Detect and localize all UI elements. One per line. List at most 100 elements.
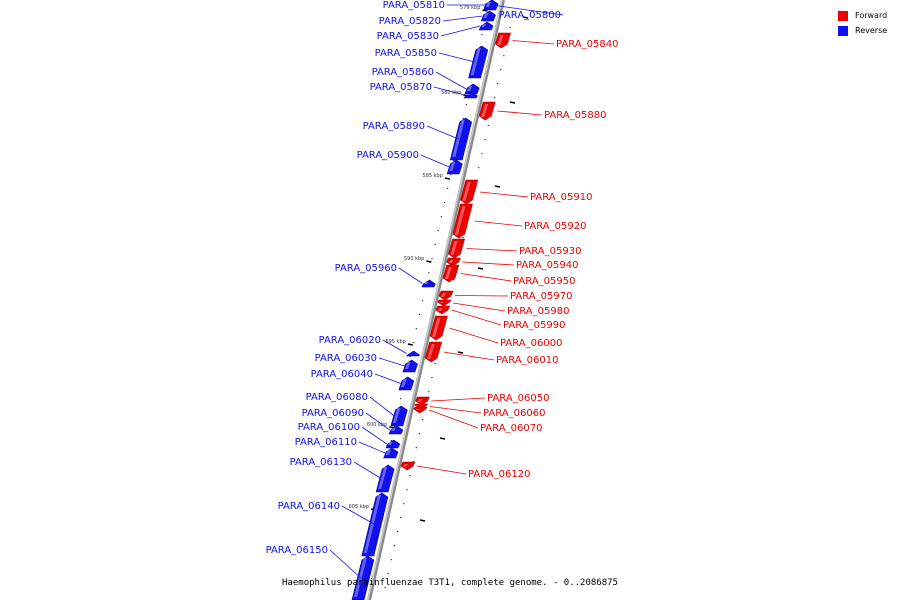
gene-label[interactable]: PARA_06120 xyxy=(468,469,530,480)
gene-para-05850[interactable]: PARA_05850 xyxy=(375,45,489,79)
gene-para-05860[interactable]: PARA_05860 xyxy=(372,67,480,95)
gene-label[interactable]: PARA_05890 xyxy=(363,121,425,132)
gene-label[interactable]: PARA_05840 xyxy=(556,39,618,50)
gene-block[interactable] xyxy=(429,315,448,341)
gene-label[interactable]: PARA_06100 xyxy=(298,422,360,433)
gene-block[interactable] xyxy=(413,406,428,414)
gene-block[interactable] xyxy=(438,290,454,301)
gene-block[interactable] xyxy=(468,45,489,79)
gene-para-06130[interactable]: PARA_06130 xyxy=(290,457,395,493)
gene-label[interactable]: PARA_06140 xyxy=(278,501,340,512)
gene-label[interactable]: PARA_05900 xyxy=(357,150,419,161)
gene-label[interactable]: PARA_06030 xyxy=(315,353,377,364)
gene-para-06010[interactable]: PARA_06010 xyxy=(424,341,558,366)
gene-label[interactable]: PARA_06010 xyxy=(496,355,558,366)
gene-block[interactable] xyxy=(446,257,461,267)
gene-block[interactable] xyxy=(452,203,473,239)
gene-block[interactable] xyxy=(480,10,496,22)
gene-block[interactable] xyxy=(398,376,415,391)
gene-block[interactable] xyxy=(478,101,496,121)
gene-para-05830[interactable]: PARA_05830 xyxy=(377,21,494,42)
gene-para-06090[interactable]: PARA_06090 xyxy=(302,408,404,435)
gene-para-05840[interactable]: PARA_05840 xyxy=(494,32,618,50)
gene-block[interactable] xyxy=(478,21,494,31)
gene-label[interactable]: PARA_05920 xyxy=(524,221,586,232)
gene-label[interactable]: PARA_06060 xyxy=(483,408,545,419)
gene-label[interactable]: PARA_06110 xyxy=(295,437,357,448)
gene-block[interactable] xyxy=(388,425,404,435)
gene-block[interactable] xyxy=(435,305,451,315)
gene-block[interactable] xyxy=(402,359,418,373)
gene-para-05890[interactable]: PARA_05890 xyxy=(363,117,472,161)
gene-para-06050[interactable]: PARA_06050 xyxy=(415,393,550,406)
gene-block[interactable] xyxy=(424,341,443,363)
minor-tick xyxy=(406,489,408,491)
gene-block[interactable] xyxy=(375,464,395,493)
gene-para-05940[interactable]: PARA_05940 xyxy=(446,257,579,271)
gene-para-05990[interactable]: PARA_05990 xyxy=(435,305,566,331)
gene-para-05930[interactable]: PARA_05930 xyxy=(448,238,581,259)
minor-tick xyxy=(387,573,389,575)
gene-para-05980[interactable]: PARA_05980 xyxy=(437,299,570,317)
gene-label[interactable]: PARA_05980 xyxy=(507,306,569,317)
gene-para-05820[interactable]: PARA_05820 xyxy=(379,10,496,27)
gene-para-05810[interactable]: PARA_05810 xyxy=(383,0,499,11)
gene-label[interactable]: PARA_05940 xyxy=(516,260,578,271)
gene-label[interactable]: PARA_06020 xyxy=(319,335,381,346)
gene-block[interactable] xyxy=(415,396,430,406)
gene-para-05960[interactable]: PARA_05960 xyxy=(335,263,436,288)
gene-para-06080[interactable]: PARA_06080 xyxy=(306,392,408,427)
gene-block[interactable] xyxy=(400,461,416,471)
gene-label[interactable]: PARA_06090 xyxy=(302,408,364,419)
gene-para-06020[interactable]: PARA_06020 xyxy=(319,335,421,357)
gene-para-05970[interactable]: PARA_05970 xyxy=(438,290,572,302)
gene-para-05900[interactable]: PARA_05900 xyxy=(357,150,463,175)
gene-block[interactable] xyxy=(421,279,436,288)
gene-label[interactable]: PARA_06150 xyxy=(266,545,328,556)
gene-label[interactable]: PARA_06130 xyxy=(290,457,352,468)
gene-block[interactable] xyxy=(385,439,401,449)
gene-label[interactable]: PARA_05990 xyxy=(503,320,565,331)
gene-label[interactable]: PARA_05930 xyxy=(519,246,581,257)
gene-block[interactable] xyxy=(442,264,460,283)
gene-label[interactable]: PARA_05910 xyxy=(530,192,592,203)
gene-block[interactable] xyxy=(448,238,466,259)
gene-block[interactable] xyxy=(483,0,499,11)
gene-label[interactable]: PARA_05820 xyxy=(379,16,441,27)
gene-label[interactable]: PARA_05960 xyxy=(335,263,397,274)
gene-label[interactable]: PARA_05860 xyxy=(372,67,434,78)
gene-block[interactable] xyxy=(437,299,452,307)
gene-label[interactable]: PARA_05830 xyxy=(377,31,439,42)
gene-label[interactable]: PARA_06070 xyxy=(480,423,542,434)
gene-para-05870[interactable]: PARA_05870 xyxy=(370,82,478,99)
gene-block[interactable] xyxy=(460,179,479,205)
gene-para-05950[interactable]: PARA_05950 xyxy=(442,264,575,287)
gene-para-06030[interactable]: PARA_06030 xyxy=(315,353,418,373)
gene-para-06120[interactable]: PARA_06120 xyxy=(400,461,530,480)
gene-para-06110[interactable]: PARA_06110 xyxy=(295,437,399,459)
gene-label[interactable]: PARA_06040 xyxy=(311,369,373,380)
gene-label[interactable]: PARA_05810 xyxy=(383,0,445,11)
gene-para-06150[interactable]: PARA_06150 xyxy=(266,545,375,600)
gene-block[interactable] xyxy=(446,159,463,175)
gene-block[interactable] xyxy=(405,350,421,357)
gene-label[interactable]: PARA_05800 xyxy=(499,10,561,21)
gene-para-05880[interactable]: PARA_05880 xyxy=(478,101,606,121)
gene-para-05920[interactable]: PARA_05920 xyxy=(452,203,587,239)
gene-block[interactable] xyxy=(463,91,478,99)
gene-para-06070[interactable]: PARA_06070 xyxy=(413,406,543,434)
gene-label[interactable]: PARA_06080 xyxy=(306,392,368,403)
gene-para-06040[interactable]: PARA_06040 xyxy=(311,369,415,391)
gene-block[interactable] xyxy=(351,555,375,600)
gene-label[interactable]: PARA_05880 xyxy=(544,110,606,121)
gene-block[interactable] xyxy=(383,447,399,459)
gene-label[interactable]: PARA_05850 xyxy=(375,48,437,59)
gene-label[interactable]: PARA_05950 xyxy=(513,276,575,287)
gene-label[interactable]: PARA_05870 xyxy=(370,82,432,93)
gene-para-05910[interactable]: PARA_05910 xyxy=(460,179,592,205)
gene-label[interactable]: PARA_06050 xyxy=(487,393,549,404)
gene-label[interactable]: PARA_05970 xyxy=(510,291,572,302)
gene-block[interactable] xyxy=(494,32,512,49)
gene-para-06000[interactable]: PARA_06000 xyxy=(429,315,562,349)
gene-label[interactable]: PARA_06000 xyxy=(500,338,562,349)
